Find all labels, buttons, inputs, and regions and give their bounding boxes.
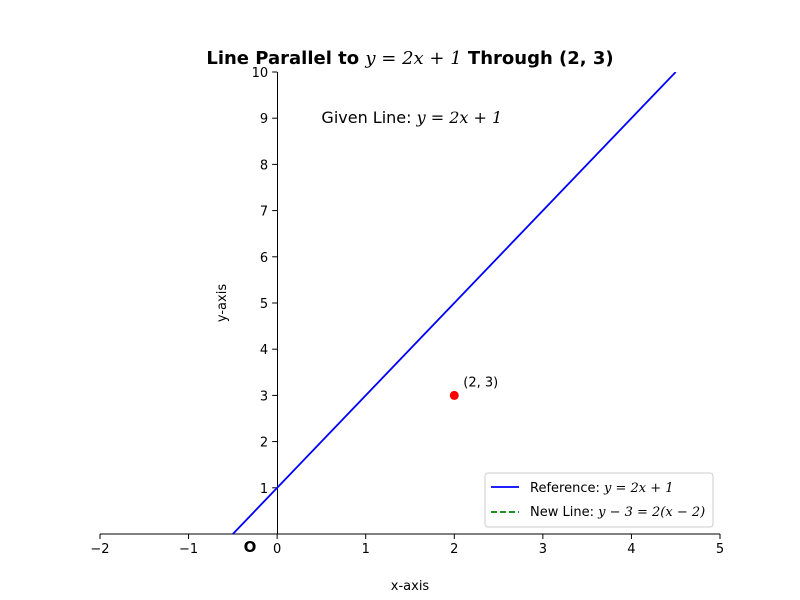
given-line-prefix: Given Line: — [321, 108, 416, 127]
x-tick-label: −1 — [179, 542, 198, 557]
origin-label: O — [244, 538, 257, 556]
chart-title-suffix: Through (2, 3) — [462, 48, 614, 69]
y-tick-label: 6 — [260, 251, 268, 266]
series-layer — [232, 72, 677, 534]
legend-label-new-line: New Line: y − 3 = 2(x − 2) — [530, 505, 705, 520]
y-tick-label: 1 — [260, 482, 268, 497]
y-tick-label: 9 — [260, 112, 268, 127]
legend-label-reference: Reference: y = 2x + 1 — [530, 481, 674, 496]
x-tick-label: 5 — [716, 542, 724, 557]
x-ticks: −2 −1 0 1 2 3 4 5 — [90, 534, 724, 557]
given-line-annotation: Given Line: y = 2x + 1 — [321, 108, 502, 127]
legend-new-line-math: y − 3 = 2(x − 2) — [597, 505, 705, 520]
legend-reference-math: y = 2x + 1 — [603, 481, 674, 496]
y-tick-label: 4 — [260, 343, 268, 358]
y-axis-title: y-axis — [215, 284, 230, 322]
legend: Reference: y = 2x + 1 New Line: y − 3 = … — [484, 472, 714, 528]
legend-reference-prefix: Reference: — [530, 481, 604, 496]
chart-title: Line Parallel to y = 2x + 1 Through (2, … — [206, 48, 613, 69]
x-tick-label: 2 — [450, 542, 458, 557]
x-tick-label: 3 — [539, 542, 547, 557]
y-tick-label: 10 — [252, 66, 269, 81]
x-axis-title: x-axis — [391, 579, 430, 594]
x-tick-label: 4 — [627, 542, 635, 557]
points-layer: (2, 3) — [449, 375, 498, 400]
point-marker — [449, 390, 459, 400]
y-tick-label: 8 — [260, 158, 268, 173]
given-line-math: y = 2x + 1 — [416, 108, 503, 127]
point-label: (2, 3) — [463, 375, 498, 390]
legend-new-line-prefix: New Line: — [530, 505, 598, 520]
x-tick-label: −2 — [90, 542, 109, 557]
chart-title-prefix: Line Parallel to — [206, 48, 365, 69]
y-tick-label: 7 — [260, 205, 268, 220]
y-ticks: 1 2 3 4 5 6 7 8 9 10 — [252, 66, 278, 497]
legend-box — [484, 472, 714, 528]
x-tick-label: 0 — [273, 542, 281, 557]
y-tick-label: 5 — [260, 297, 268, 312]
x-tick-label: 1 — [362, 542, 370, 557]
y-tick-label: 3 — [260, 389, 268, 404]
series-reference-line — [232, 72, 677, 534]
y-tick-label: 2 — [260, 436, 268, 451]
chart-title-math: y = 2x + 1 — [364, 48, 461, 69]
